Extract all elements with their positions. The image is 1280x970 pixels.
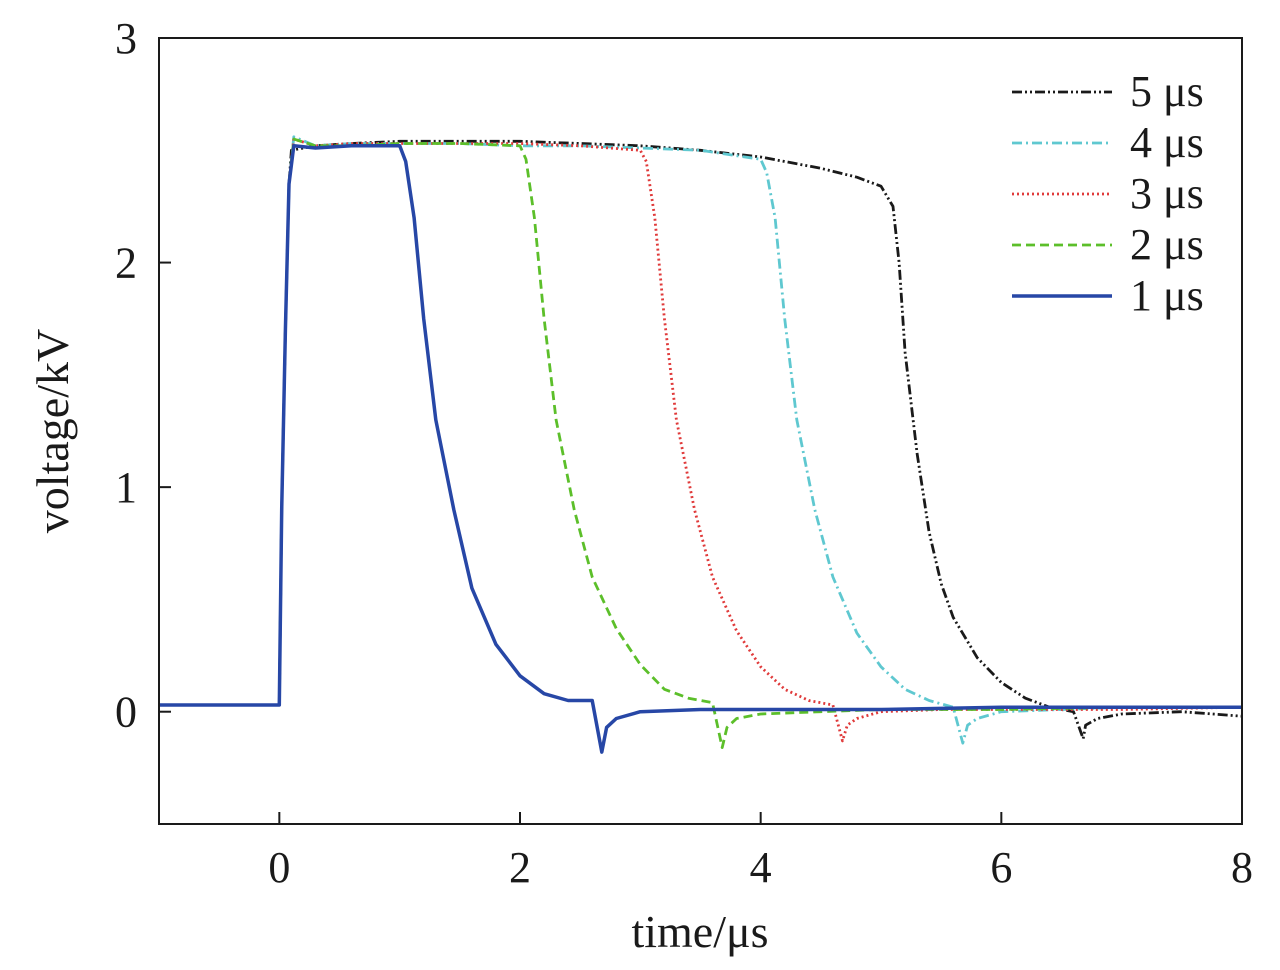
legend-label: 3 μs: [1130, 169, 1204, 218]
series-line-3: [159, 137, 1243, 743]
x-tick-label: 8: [1231, 843, 1253, 892]
x-tick-label: 4: [750, 843, 772, 892]
plot-lines: [159, 135, 1243, 754]
series-line-5: [159, 144, 1242, 754]
legend-label: 1 μs: [1130, 271, 1204, 320]
series-line-1: [159, 139, 1243, 741]
y-tick-label: 1: [115, 463, 137, 512]
legend-label: 4 μs: [1130, 118, 1204, 167]
legend: 5 μs4 μs3 μs2 μs1 μs: [1012, 67, 1204, 320]
x-tick-label: 0: [268, 843, 290, 892]
y-tick-label: 2: [115, 239, 137, 288]
legend-label: 5 μs: [1130, 67, 1204, 116]
x-tick-label: 2: [509, 843, 531, 892]
legend-label: 2 μs: [1130, 220, 1204, 269]
y-tick-label: 0: [115, 688, 137, 737]
x-axis-ticks: 0 2 4 6 8: [268, 812, 1253, 892]
y-axis-title: voltage/kV: [27, 329, 78, 533]
plot-frame: [158, 37, 1243, 825]
y-axis-ticks: 0 1 2 3: [115, 14, 171, 737]
series-line-4: [159, 137, 1242, 749]
x-tick-label: 6: [990, 843, 1012, 892]
x-axis-title: time/μs: [631, 906, 768, 957]
series-line-2: [159, 135, 1242, 745]
y-tick-label: 3: [115, 14, 137, 63]
